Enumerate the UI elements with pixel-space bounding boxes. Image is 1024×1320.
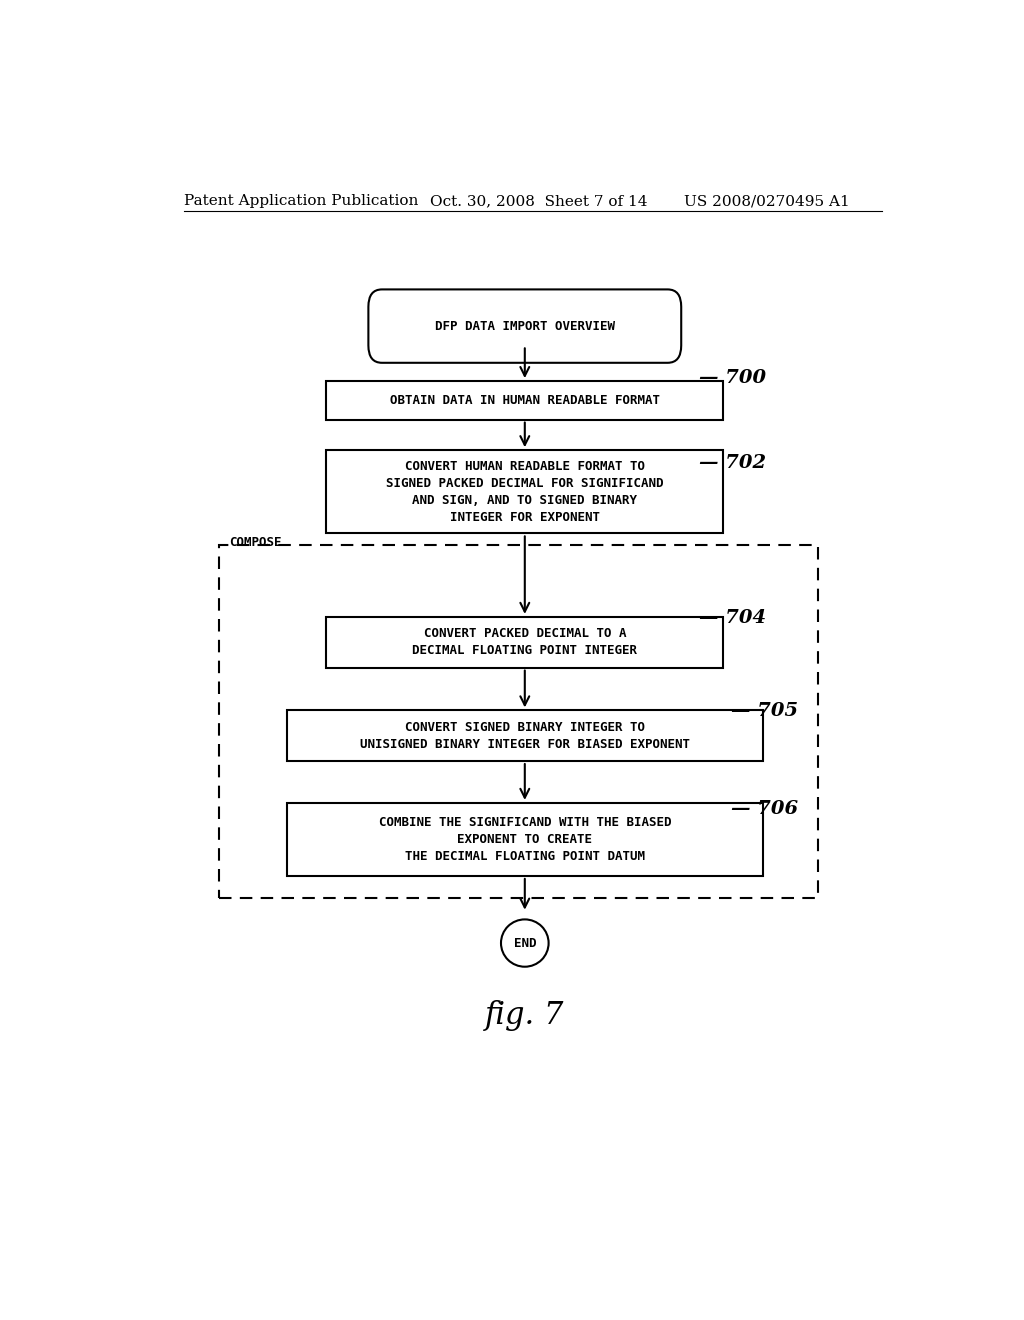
Text: DFP DATA IMPORT OVERVIEW: DFP DATA IMPORT OVERVIEW bbox=[435, 319, 614, 333]
Text: — 700: — 700 bbox=[699, 370, 767, 387]
Text: US 2008/0270495 A1: US 2008/0270495 A1 bbox=[684, 194, 849, 209]
Text: CONVERT PACKED DECIMAL TO A
DECIMAL FLOATING POINT INTEGER: CONVERT PACKED DECIMAL TO A DECIMAL FLOA… bbox=[413, 627, 637, 657]
Text: END: END bbox=[514, 937, 536, 949]
Text: — 704: — 704 bbox=[699, 609, 767, 627]
Text: COMPOSE: COMPOSE bbox=[229, 536, 282, 549]
Text: CONVERT SIGNED BINARY INTEGER TO
UNISIGNED BINARY INTEGER FOR BIASED EXPONENT: CONVERT SIGNED BINARY INTEGER TO UNISIGN… bbox=[359, 721, 690, 751]
Text: — 702: — 702 bbox=[699, 454, 767, 473]
Bar bbox=[327, 450, 723, 533]
Bar bbox=[327, 381, 723, 420]
Text: — 706: — 706 bbox=[731, 800, 799, 818]
Ellipse shape bbox=[501, 920, 549, 966]
Text: Patent Application Publication: Patent Application Publication bbox=[183, 194, 418, 209]
Bar bbox=[287, 803, 763, 876]
Bar bbox=[327, 616, 723, 668]
Text: — 705: — 705 bbox=[731, 702, 799, 721]
Bar bbox=[287, 710, 763, 762]
Text: COMBINE THE SIGNIFICAND WITH THE BIASED
EXPONENT TO CREATE
THE DECIMAL FLOATING : COMBINE THE SIGNIFICAND WITH THE BIASED … bbox=[379, 816, 671, 863]
Text: Oct. 30, 2008  Sheet 7 of 14: Oct. 30, 2008 Sheet 7 of 14 bbox=[430, 194, 647, 209]
Bar bbox=[219, 545, 818, 899]
FancyBboxPatch shape bbox=[369, 289, 681, 363]
Text: OBTAIN DATA IN HUMAN READABLE FORMAT: OBTAIN DATA IN HUMAN READABLE FORMAT bbox=[390, 393, 659, 407]
Text: CONVERT HUMAN READABLE FORMAT TO
SIGNED PACKED DECIMAL FOR SIGNIFICAND
AND SIGN,: CONVERT HUMAN READABLE FORMAT TO SIGNED … bbox=[386, 459, 664, 524]
Text: fig. 7: fig. 7 bbox=[485, 1001, 564, 1031]
